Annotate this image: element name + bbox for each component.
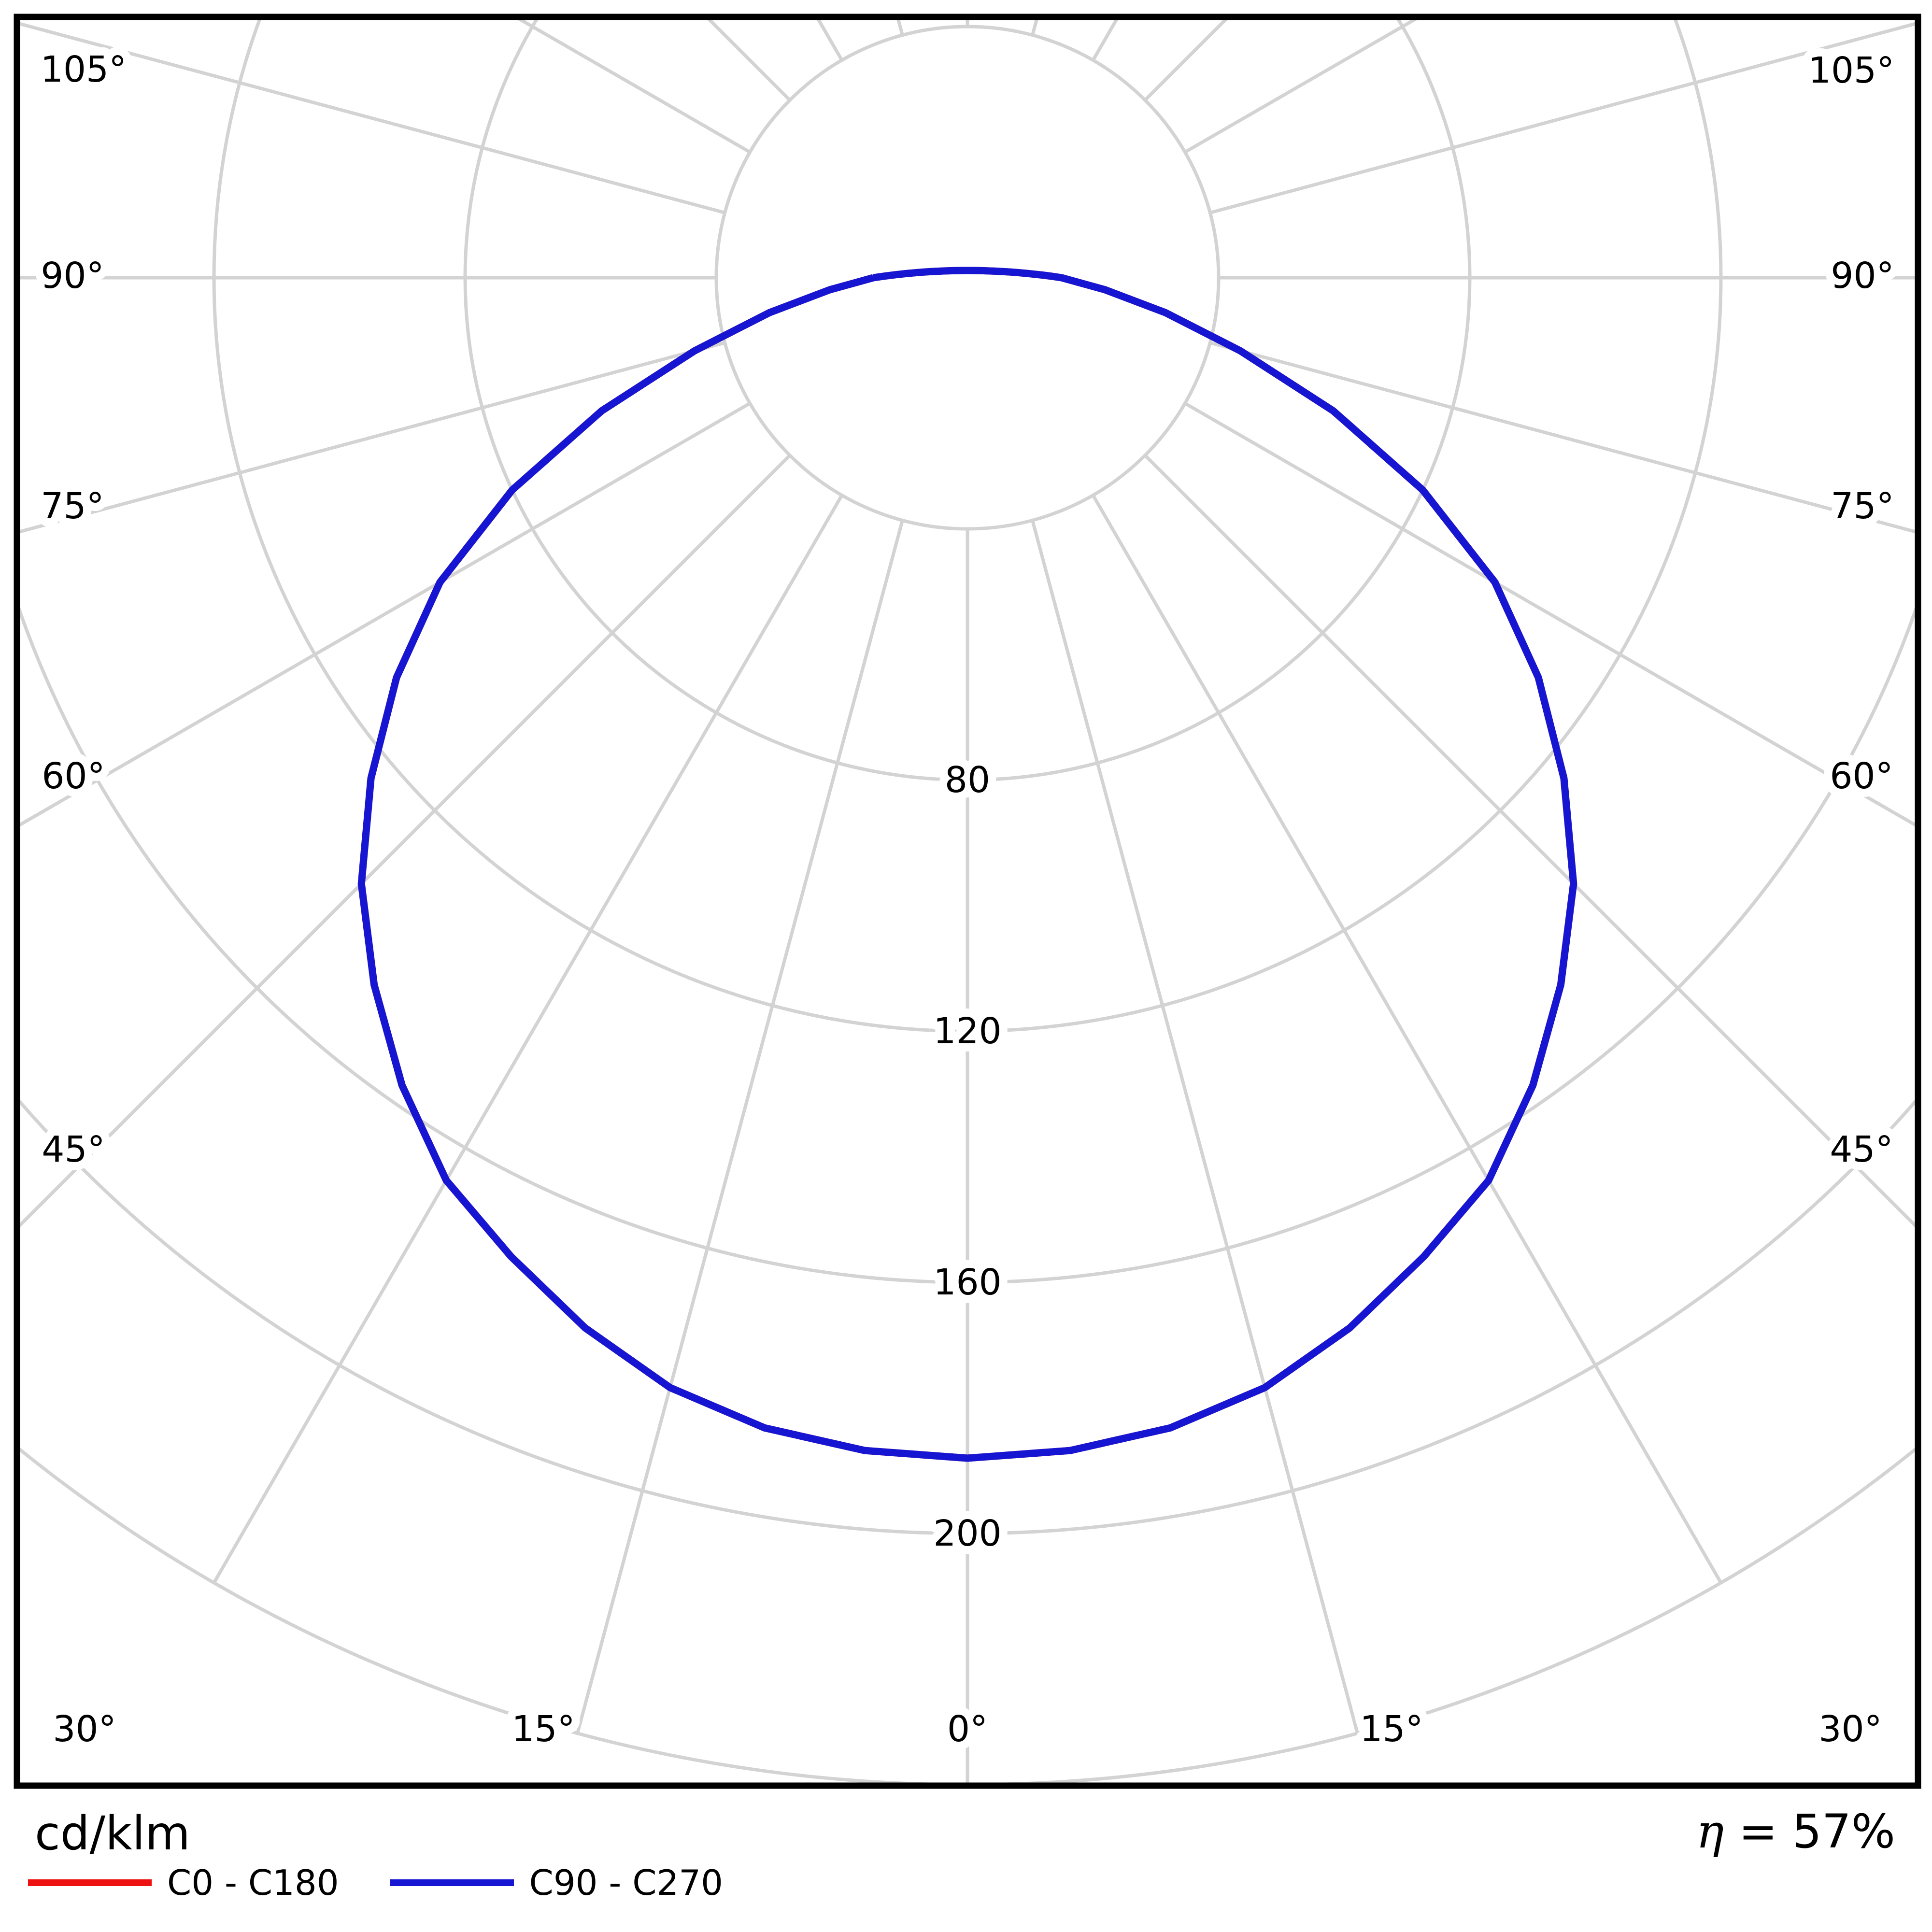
legend-swatch-c90-c270 [390, 1879, 514, 1886]
radial-label-120: 120 [933, 1010, 1001, 1052]
grid-spoke-60 [1184, 401, 1918, 829]
angle-label-right-90°: 90° [1831, 255, 1894, 297]
grid-spoke-255 [17, 21, 725, 214]
angle-label-bottom-0-30°: 30° [53, 1708, 116, 1750]
grid-spoke-105 [1209, 21, 1918, 214]
angle-label-bottom-4-30°: 30° [1818, 1708, 1882, 1750]
grid-spoke-315 [17, 454, 791, 1231]
angle-label-bottom-3-15°: 15° [1360, 1708, 1423, 1750]
angle-label-bottom-1-15°: 15° [511, 1708, 575, 1750]
angle-label-bottom-2-0°: 0° [947, 1708, 988, 1750]
grid-spoke-45 [1144, 454, 1918, 1231]
grid-spoke-30 [1091, 494, 1723, 1584]
grid-spoke-120 [1184, 17, 1423, 154]
plot-frame [14, 14, 1921, 1789]
angle-label-left-105°: 105° [41, 49, 127, 90]
grid-spoke-300 [17, 401, 751, 829]
grid-spoke-330 [212, 494, 844, 1584]
curve-c90-c270 [357, 267, 1577, 1462]
efficiency-label: η = 57% [1696, 1808, 1895, 1855]
grid-spoke-285 [17, 341, 725, 534]
angle-label-left-60°: 60° [42, 755, 105, 797]
angle-label-left-90°: 90° [41, 255, 104, 297]
grid-spoke-240 [512, 17, 751, 154]
eta-symbol: η [1696, 1804, 1724, 1859]
angle-label-right-60°: 60° [1830, 755, 1893, 797]
radial-label-160: 160 [933, 1262, 1001, 1303]
angle-label-left-45°: 45° [42, 1129, 105, 1170]
legend-label-c90-c270: C90 - C270 [529, 1862, 723, 1903]
radial-label-80: 80 [945, 759, 990, 801]
angle-label-left-75°: 75° [41, 485, 104, 527]
angle-label-right-45°: 45° [1830, 1129, 1893, 1170]
legend: C0 - C180 C90 - C270 [28, 1862, 723, 1903]
grid-spoke-15 [1031, 520, 1359, 1734]
legend-label-c0-c180: C0 - C180 [167, 1862, 339, 1903]
legend-swatch-c0-c180 [28, 1879, 152, 1886]
angle-label-right-105°: 105° [1808, 50, 1894, 91]
grid-spoke-210 [815, 17, 844, 61]
unit-label: cd/klm [35, 1806, 190, 1861]
grid-circle-40 [714, 25, 1221, 531]
angle-label-right-75°: 75° [1831, 485, 1894, 527]
radial-label-200: 200 [933, 1513, 1001, 1554]
efficiency-value: = 57% [1738, 1804, 1895, 1859]
grid-spoke-75 [1209, 341, 1918, 534]
grid-spoke-345 [576, 520, 904, 1734]
grid-spoke-150 [1091, 17, 1120, 61]
